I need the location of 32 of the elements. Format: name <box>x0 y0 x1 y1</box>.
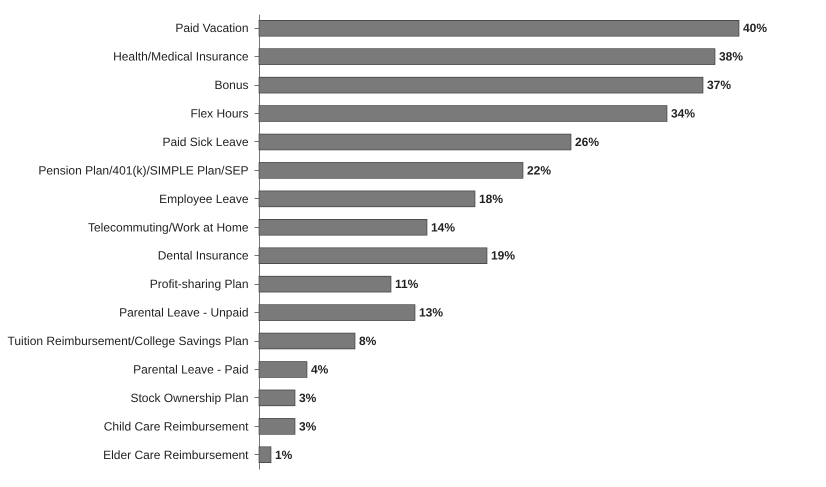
data-label: 40% <box>743 21 768 36</box>
data-label: 18% <box>479 192 504 206</box>
y-tick-label: Dental Insurance <box>158 248 249 263</box>
data-label: 8% <box>359 334 377 348</box>
y-tick-label: Tuition Reimbursement/College Savings Plan <box>7 334 248 348</box>
y-tick-label: Stock Ownership Plan <box>130 390 248 405</box>
data-label: 19% <box>491 248 516 263</box>
y-tick-label: Flex Hours <box>190 106 248 121</box>
data-label: 3% <box>299 390 317 405</box>
y-tick-label: Elder Care Reimbursement <box>103 448 250 462</box>
data-label: 26% <box>575 134 600 149</box>
y-tick-label: Pension Plan/401(k)/SIMPLE Plan/SEP <box>38 163 248 178</box>
data-label: 37% <box>707 78 732 92</box>
data-label: 13% <box>419 306 444 320</box>
y-tick-label: Child Care Reimbursement <box>104 419 250 434</box>
y-tick-label: Paid Vacation <box>175 21 248 36</box>
y-tick-label: Employee Leave <box>159 192 249 206</box>
y-tick-label: Paid Sick Leave <box>162 134 249 149</box>
y-tick-label: Telecommuting/Work at Home <box>88 220 249 234</box>
data-label: 4% <box>311 362 329 376</box>
data-label: 14% <box>431 220 456 234</box>
data-label: 34% <box>671 106 696 121</box>
data-label: 11% <box>395 277 419 292</box>
y-tick-label: Parental Leave - Unpaid <box>119 306 248 320</box>
y-tick-label: Health/Medical Insurance <box>113 50 249 64</box>
data-label: 38% <box>719 50 744 64</box>
data-label: 22% <box>527 163 552 178</box>
data-label: 1% <box>275 448 293 462</box>
y-tick-label: Parental Leave - Paid <box>133 362 248 376</box>
data-label: 3% <box>299 419 317 434</box>
y-tick-label: Profit-sharing Plan <box>150 277 248 292</box>
y-tick-label: Bonus <box>214 78 248 92</box>
